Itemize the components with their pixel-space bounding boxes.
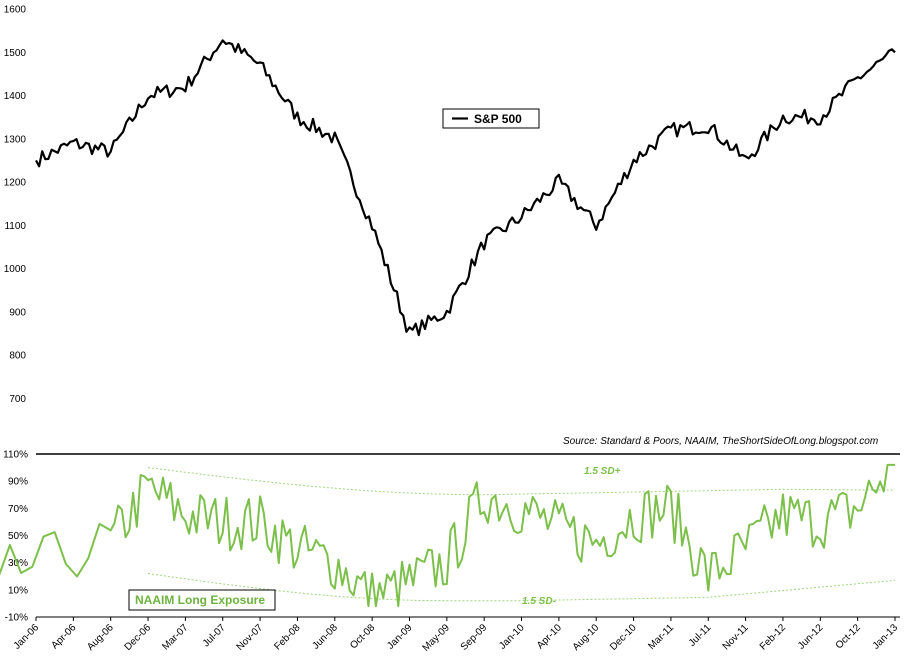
x-tick-label: Jan-06 (12, 622, 42, 652)
sp500-panel: 700 800 900 1000 1100 1200 1300 1400 1500 1600 S&… (4, 5, 896, 405)
x-tick-label: Aug-06 (85, 622, 116, 653)
x-tick-label: Apr-10 (535, 622, 564, 651)
naaim-y-tick: 70% (8, 504, 28, 515)
sp500-y-axis: 700 800 900 1000 1100 1200 1300 1400 1500 1600 (4, 5, 27, 405)
x-tick-label: Mar-11 (646, 622, 676, 652)
sp500-line (35, 39, 896, 337)
x-tick-label: Apr-06 (49, 622, 78, 651)
x-tick-label: Mar-07 (160, 622, 190, 652)
x-tick-label: May-09 (421, 622, 453, 654)
sp500-legend-label: S&P 500 (474, 112, 522, 126)
naaim-y-tick: 110% (3, 450, 28, 461)
sp500-y-tick: 1000 (4, 264, 27, 275)
naaim-y-tick: -10% (5, 613, 28, 624)
lower-band-label: 1.5 SD- (522, 596, 557, 607)
x-tick-label: Jan-09 (385, 622, 415, 652)
upper-band-label: 1.5 SD+ (584, 466, 621, 477)
x-tick-label: Jan-13 (871, 622, 901, 652)
x-tick-label: Oct-08 (348, 622, 377, 651)
sp500-legend-box (442, 108, 540, 129)
x-tick-label: Nov-07 (235, 622, 266, 653)
x-tick-label: Jul-07 (201, 622, 228, 649)
sp500-y-tick: 1400 (4, 91, 27, 102)
x-tick-label: Nov-11 (721, 622, 751, 652)
x-tick-label: Sep-09 (459, 622, 490, 653)
sp500-y-tick: 900 (9, 307, 26, 318)
sp500-y-tick: 700 (9, 394, 26, 405)
x-tick-label: Jul-11 (687, 622, 714, 649)
x-tick-label: Jun-12 (796, 622, 826, 652)
naaim-panel: -10%10%30%50%70%90%110% Jan-06 Apr-06 Aug-… (0, 450, 900, 654)
sp500-y-tick: 1300 (4, 134, 27, 145)
sp500-legend: S&P 500 (442, 108, 540, 129)
upper-band-line (147, 467, 896, 496)
sp500-y-tick: 1500 (4, 48, 27, 59)
naaim-line (0, 463, 895, 608)
x-tick-label: Jan-10 (497, 622, 527, 652)
x-tick-label: Dec-06 (123, 622, 154, 653)
x-tick-label: Dec-10 (608, 622, 639, 653)
sp500-y-tick: 1100 (4, 221, 26, 232)
naaim-legend-label: NAAIM Long Exposure (135, 593, 265, 607)
x-tick-label: Aug-10 (571, 622, 602, 653)
sp500-y-tick: 1200 (4, 178, 27, 189)
naaim-y-axis: -10%10%30%50%70%90%110% (3, 450, 28, 624)
naaim-legend-box (128, 589, 276, 611)
source-note: Source: Standard & Poors, NAAIM, TheShor… (563, 436, 878, 447)
sp500-y-tick: 1600 (4, 5, 27, 16)
sp500-y-tick: 800 (9, 351, 26, 362)
naaim-y-tick: 10% (8, 585, 28, 596)
x-tick-label: Feb-08 (272, 622, 302, 652)
x-tick-label: Feb-12 (758, 622, 788, 652)
naaim-legend: NAAIM Long Exposure (128, 589, 276, 611)
naaim-y-tick: 50% (8, 531, 28, 542)
x-tick-label: Jun-08 (311, 622, 341, 652)
x-axis: Jan-06 Apr-06 Aug-06 Dec-06 Mar-07 Jul-07 Nov-… (12, 617, 901, 654)
x-tick-label: Oct-12 (834, 622, 863, 651)
naaim-y-tick: 90% (8, 477, 28, 488)
